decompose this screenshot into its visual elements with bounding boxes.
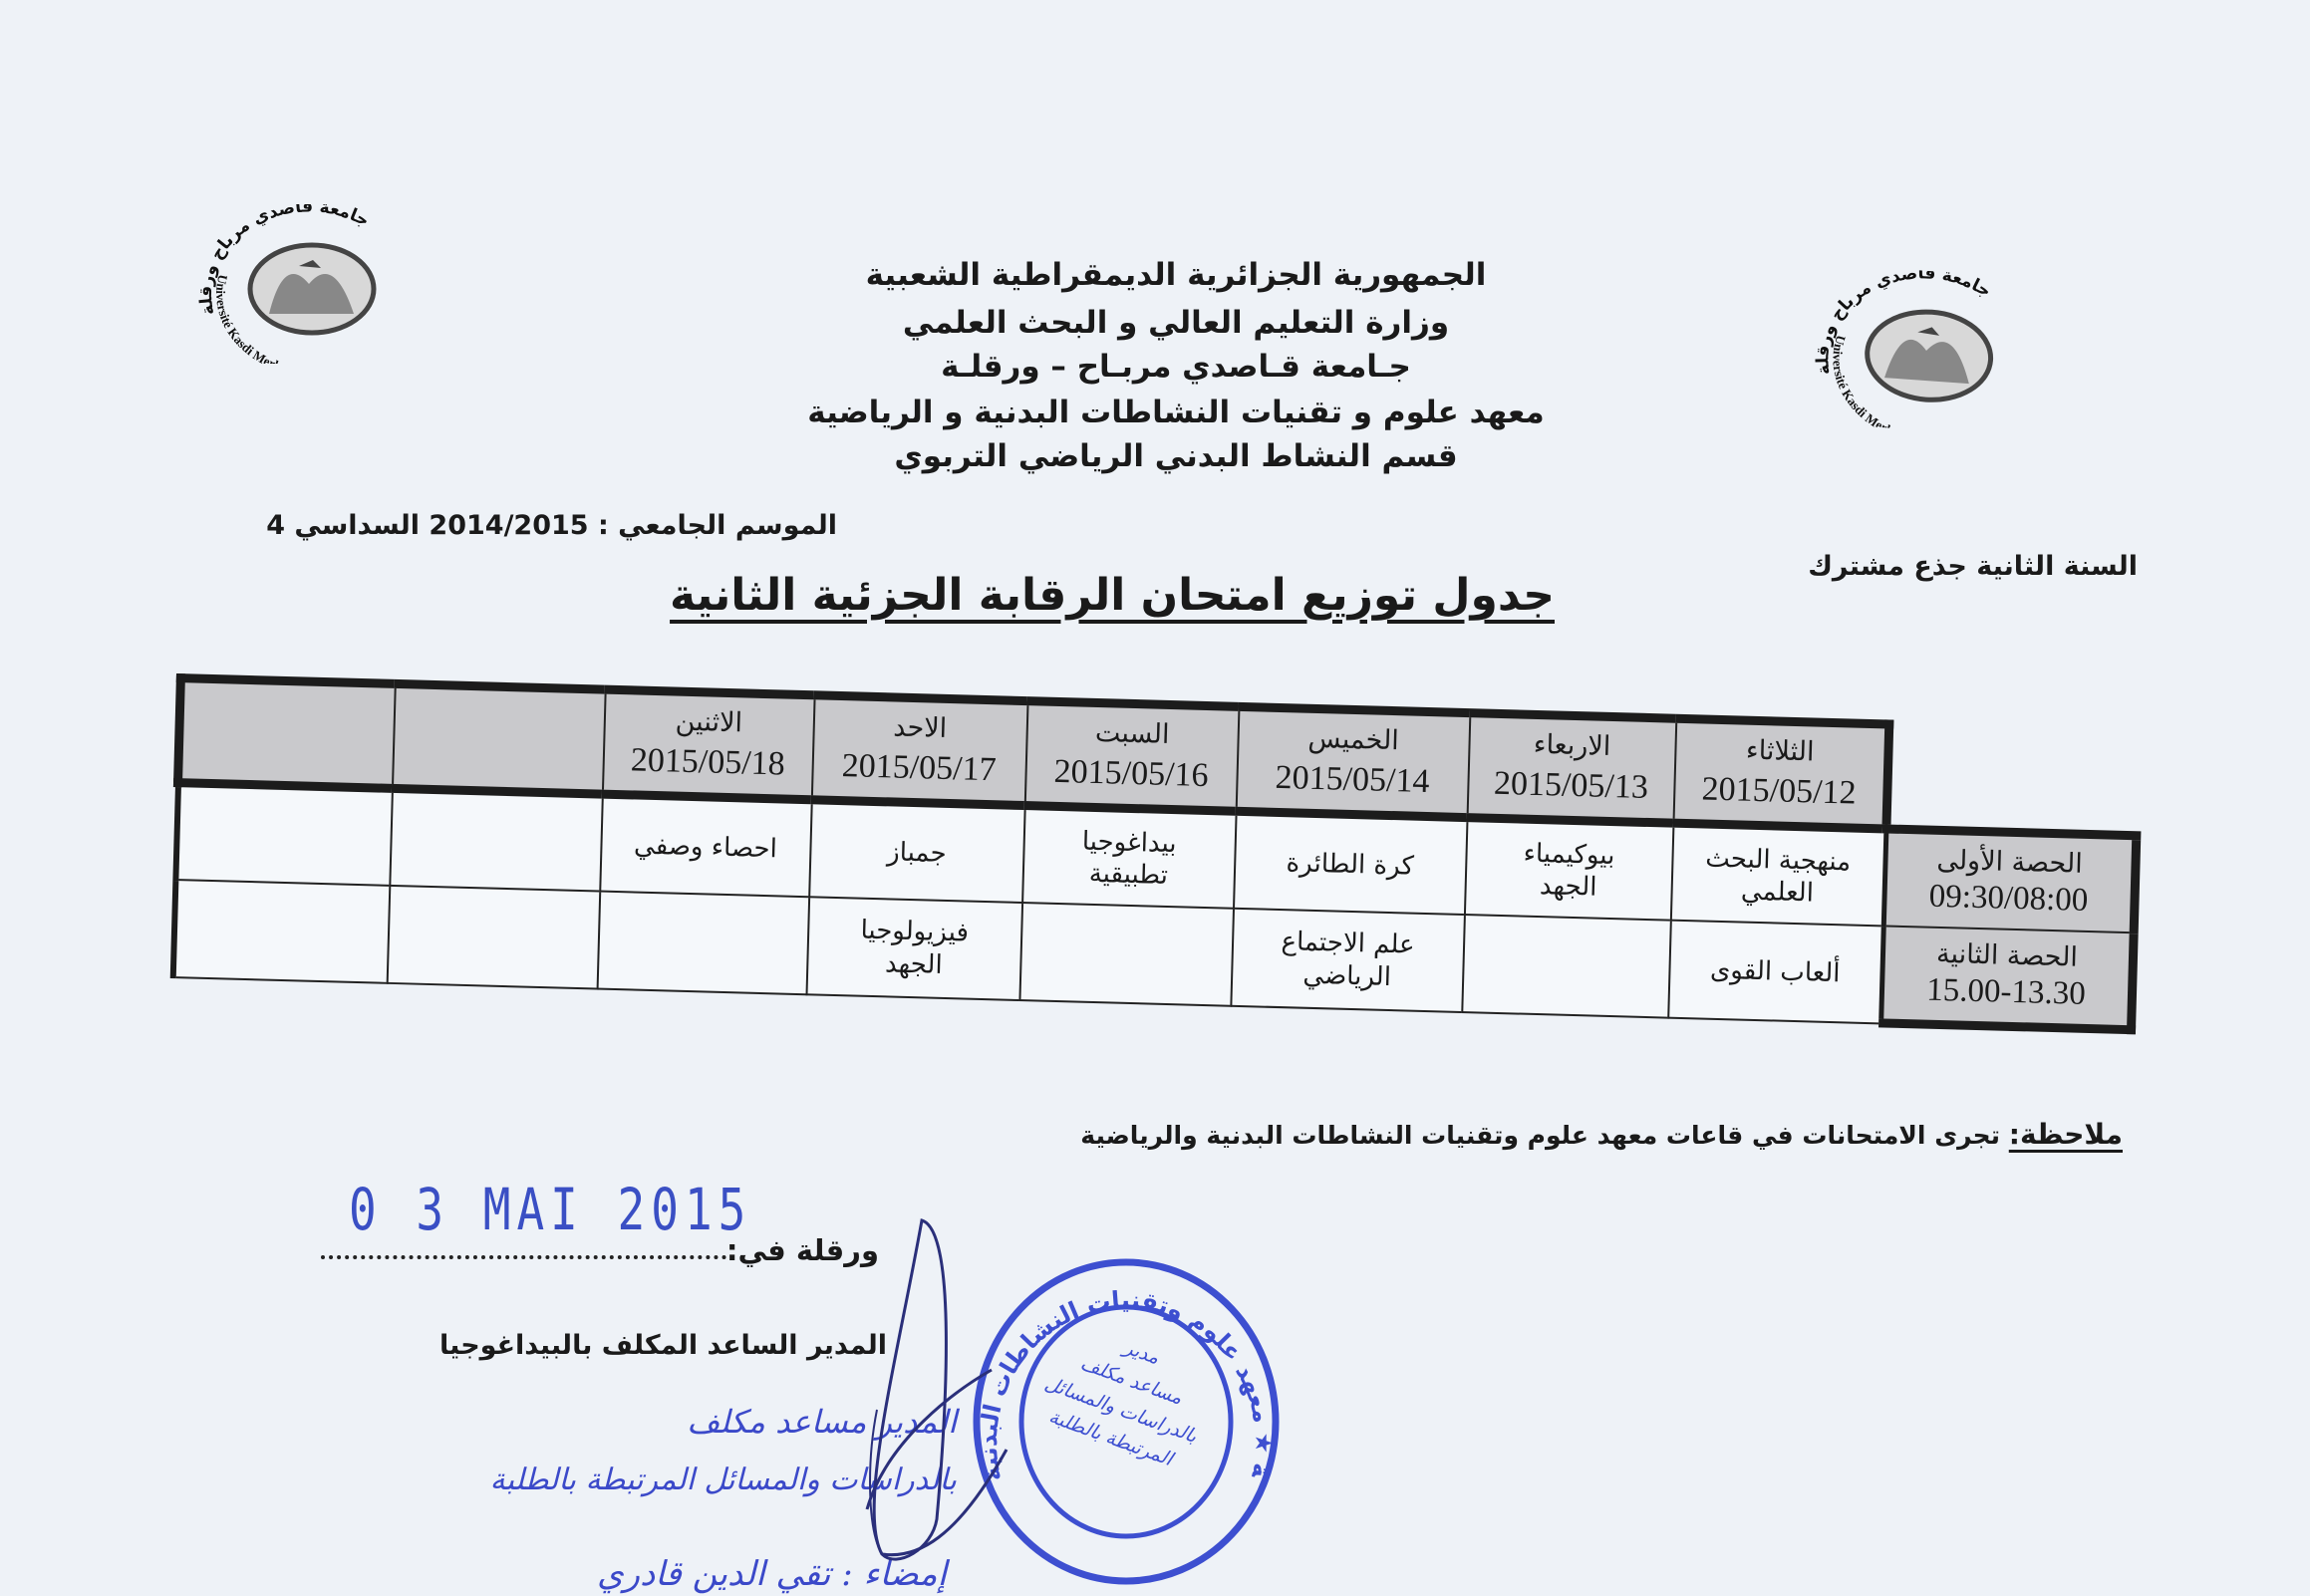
period-cell: الحصة الأولى 09:30/08:00: [1883, 828, 2137, 933]
note-text: تجرى الامتحانات في قاعات معهد علوم وتقني…: [1080, 1121, 2009, 1150]
day-date: 2015/05/13: [1493, 764, 1649, 806]
day-name: الخميس: [1307, 722, 1400, 757]
header-line-republic: الجمهورية الجزائرية الديمقراطية الشعبية: [865, 257, 1487, 293]
exam-cell: [172, 880, 390, 983]
stamp-inner-text: مدير مساعد مكلف بالدراسات والمسائل المرت…: [1041, 1336, 1201, 1471]
header-line-institute: معهد علوم و تقنيات النشاطات البدنية و ال…: [807, 395, 1545, 430]
signature-icon: [865, 1218, 1009, 1561]
university-logo-right: جامعة قاصدي مرباح ورقلة Université Kasdi…: [1812, 263, 1996, 438]
day-name: الاحد: [892, 711, 948, 744]
day-name: السبت: [1094, 716, 1170, 750]
handwritten-signature-name: إمضاء : تقي الدين قادري: [597, 1554, 947, 1594]
date-stamp: 0 3 MAI 2015: [349, 1176, 752, 1243]
official-stamp: جامعة ورقلة ★ معهد علوم وتقنيات النشاطات…: [962, 1250, 1280, 1585]
note: ملاحظة: تجرى الامتحانات في قاعات معهد عل…: [1036, 1118, 2123, 1151]
header-corner-cell: [1885, 724, 2140, 836]
exam-schedule-table: الثلاثاء 2015/05/12 الاربعاء 2015/05/13 ال…: [168, 673, 2140, 1034]
exam-cell: كرة الطائرة: [1233, 811, 1468, 916]
header-day-cell: الاربعاء 2015/05/13: [1467, 712, 1676, 824]
note-label: ملاحظة:: [2008, 1118, 2123, 1151]
day-date: [183, 731, 392, 737]
exam-cell: بيوكيمياء الجهد: [1464, 817, 1673, 921]
day-name: الاربعاء: [1533, 728, 1611, 762]
day-name: الثلاثاء: [1745, 734, 1815, 768]
exam-cell: [389, 788, 603, 892]
day-date: 2015/05/17: [841, 746, 998, 788]
day-date: 2015/05/12: [1701, 770, 1858, 812]
day-date: 2015/05/16: [1053, 752, 1210, 794]
header-line-department: قسم النشاط البدني الرياضي التربوي: [894, 438, 1458, 474]
header-day-cell: السبت 2015/05/16: [1024, 700, 1239, 812]
period-time: 09:30/08:00: [1928, 878, 2089, 920]
exam-cell: احصاء وصفي: [599, 794, 812, 898]
university-logo-left: جامعة قاصدي مرباح ورقلة Université Kasdi…: [196, 204, 377, 364]
exam-cell: [1461, 915, 1671, 1018]
exam-cell: علم الاجتماع الرياضي: [1230, 908, 1465, 1012]
exam-cell: ألعاب القوى: [1667, 920, 1884, 1023]
exam-cell: منهجية البحث العلمي: [1670, 823, 1886, 927]
day-date: 2015/05/14: [1275, 758, 1430, 800]
header-empty-cell: [177, 677, 396, 789]
header-day-cell: الاثنين 2015/05/18: [602, 689, 815, 800]
place-date-line: ورقلة في:: [321, 1233, 879, 1267]
day-name: [395, 735, 603, 741]
director-title: المدير الساعد المكلف بالبيداغوجيا: [439, 1330, 887, 1361]
day-name: الاثنين: [675, 705, 743, 739]
dotted-line: [321, 1255, 726, 1259]
header-day-cell: الاحد 2015/05/17: [811, 694, 1028, 806]
period-time: 15.00-13.30: [1925, 971, 2087, 1013]
day-date: [395, 737, 603, 743]
exam-cell: بيداغوجيا تطبيقية: [1021, 805, 1237, 909]
header-line-ministry: وزارة التعليم العالي و البحث العلمي: [902, 305, 1450, 341]
document-title: جدول توزيع امتحان الرقابة الجزئية الثاني…: [670, 570, 1555, 621]
exam-cell: [1018, 903, 1234, 1006]
day-date: 2015/05/18: [630, 740, 786, 783]
exam-cell: [174, 782, 393, 886]
exam-cell: فيزيولوجيا الجهد: [806, 897, 1022, 1000]
exam-cell: [387, 885, 600, 989]
exam-cell: [597, 891, 809, 994]
header-day-cell: الثلاثاء 2015/05/12: [1672, 718, 1889, 829]
day-name: [183, 729, 392, 735]
study-level: السنة الثانية جذع مشترك: [1808, 551, 2138, 582]
academic-season: الموسم الجامعي : 2014/2015 السداسي 4: [266, 510, 837, 541]
header-day-cell: الخميس 2015/05/14: [1236, 706, 1470, 818]
header-empty-cell: [392, 683, 606, 795]
period-cell: الحصة الثانية 15.00-13.30: [1880, 926, 2135, 1030]
place-label: ورقلة في:: [725, 1233, 879, 1267]
header-line-university: جـامعة قـاصدي مربـاح – ورقلـة: [941, 349, 1411, 385]
exam-cell: جمباز: [808, 799, 1025, 904]
